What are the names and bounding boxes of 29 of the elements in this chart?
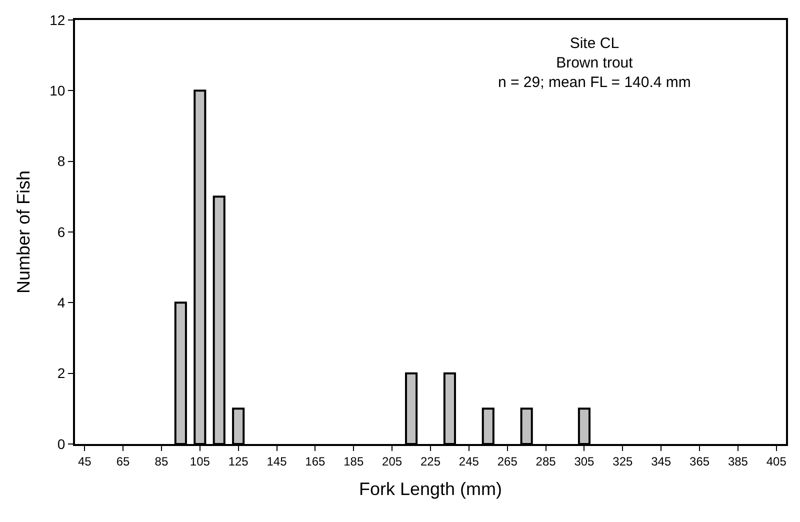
x-tick-label: 265 [497, 454, 518, 468]
y-tick-label: 4 [57, 294, 66, 311]
x-tick-label: 305 [574, 454, 595, 468]
annotation: Site CL Brown trout n = 29; mean FL = 140.4 mm [498, 35, 691, 91]
x-tick-label: 125 [228, 454, 249, 468]
y-tick-label: 2 [57, 365, 66, 382]
x-tick-label: 65 [116, 454, 130, 468]
y-tick-label: 12 [50, 12, 66, 28]
y-axis-title: Number of Fish [13, 170, 34, 294]
x-tick-label: 365 [690, 454, 710, 468]
y-tick-label: 8 [57, 153, 66, 170]
x-tick-label: 385 [728, 454, 748, 468]
x-tick-label: 405 [766, 454, 787, 468]
x-tick-label: 245 [458, 454, 480, 468]
x-tick-label: 285 [536, 454, 556, 468]
x-tick-label: 345 [651, 454, 672, 468]
x-tick-label: 85 [154, 454, 168, 468]
x-tick-label: 165 [305, 454, 326, 468]
x-tick-label: 105 [190, 454, 210, 468]
x-axis-title: Fork Length (mm) [358, 479, 502, 499]
y-tick-label: 10 [50, 82, 66, 99]
x-tick-label: 145 [266, 454, 288, 468]
x-tick-label: 205 [382, 454, 402, 468]
x-tick-label: 225 [420, 454, 441, 468]
x-tick-label: 185 [344, 454, 364, 468]
x-tick-label: 45 [78, 454, 92, 468]
x-tick-label: 325 [612, 454, 633, 468]
y-tick-label: 0 [57, 436, 66, 452]
y-tick-label: 6 [57, 224, 66, 240]
